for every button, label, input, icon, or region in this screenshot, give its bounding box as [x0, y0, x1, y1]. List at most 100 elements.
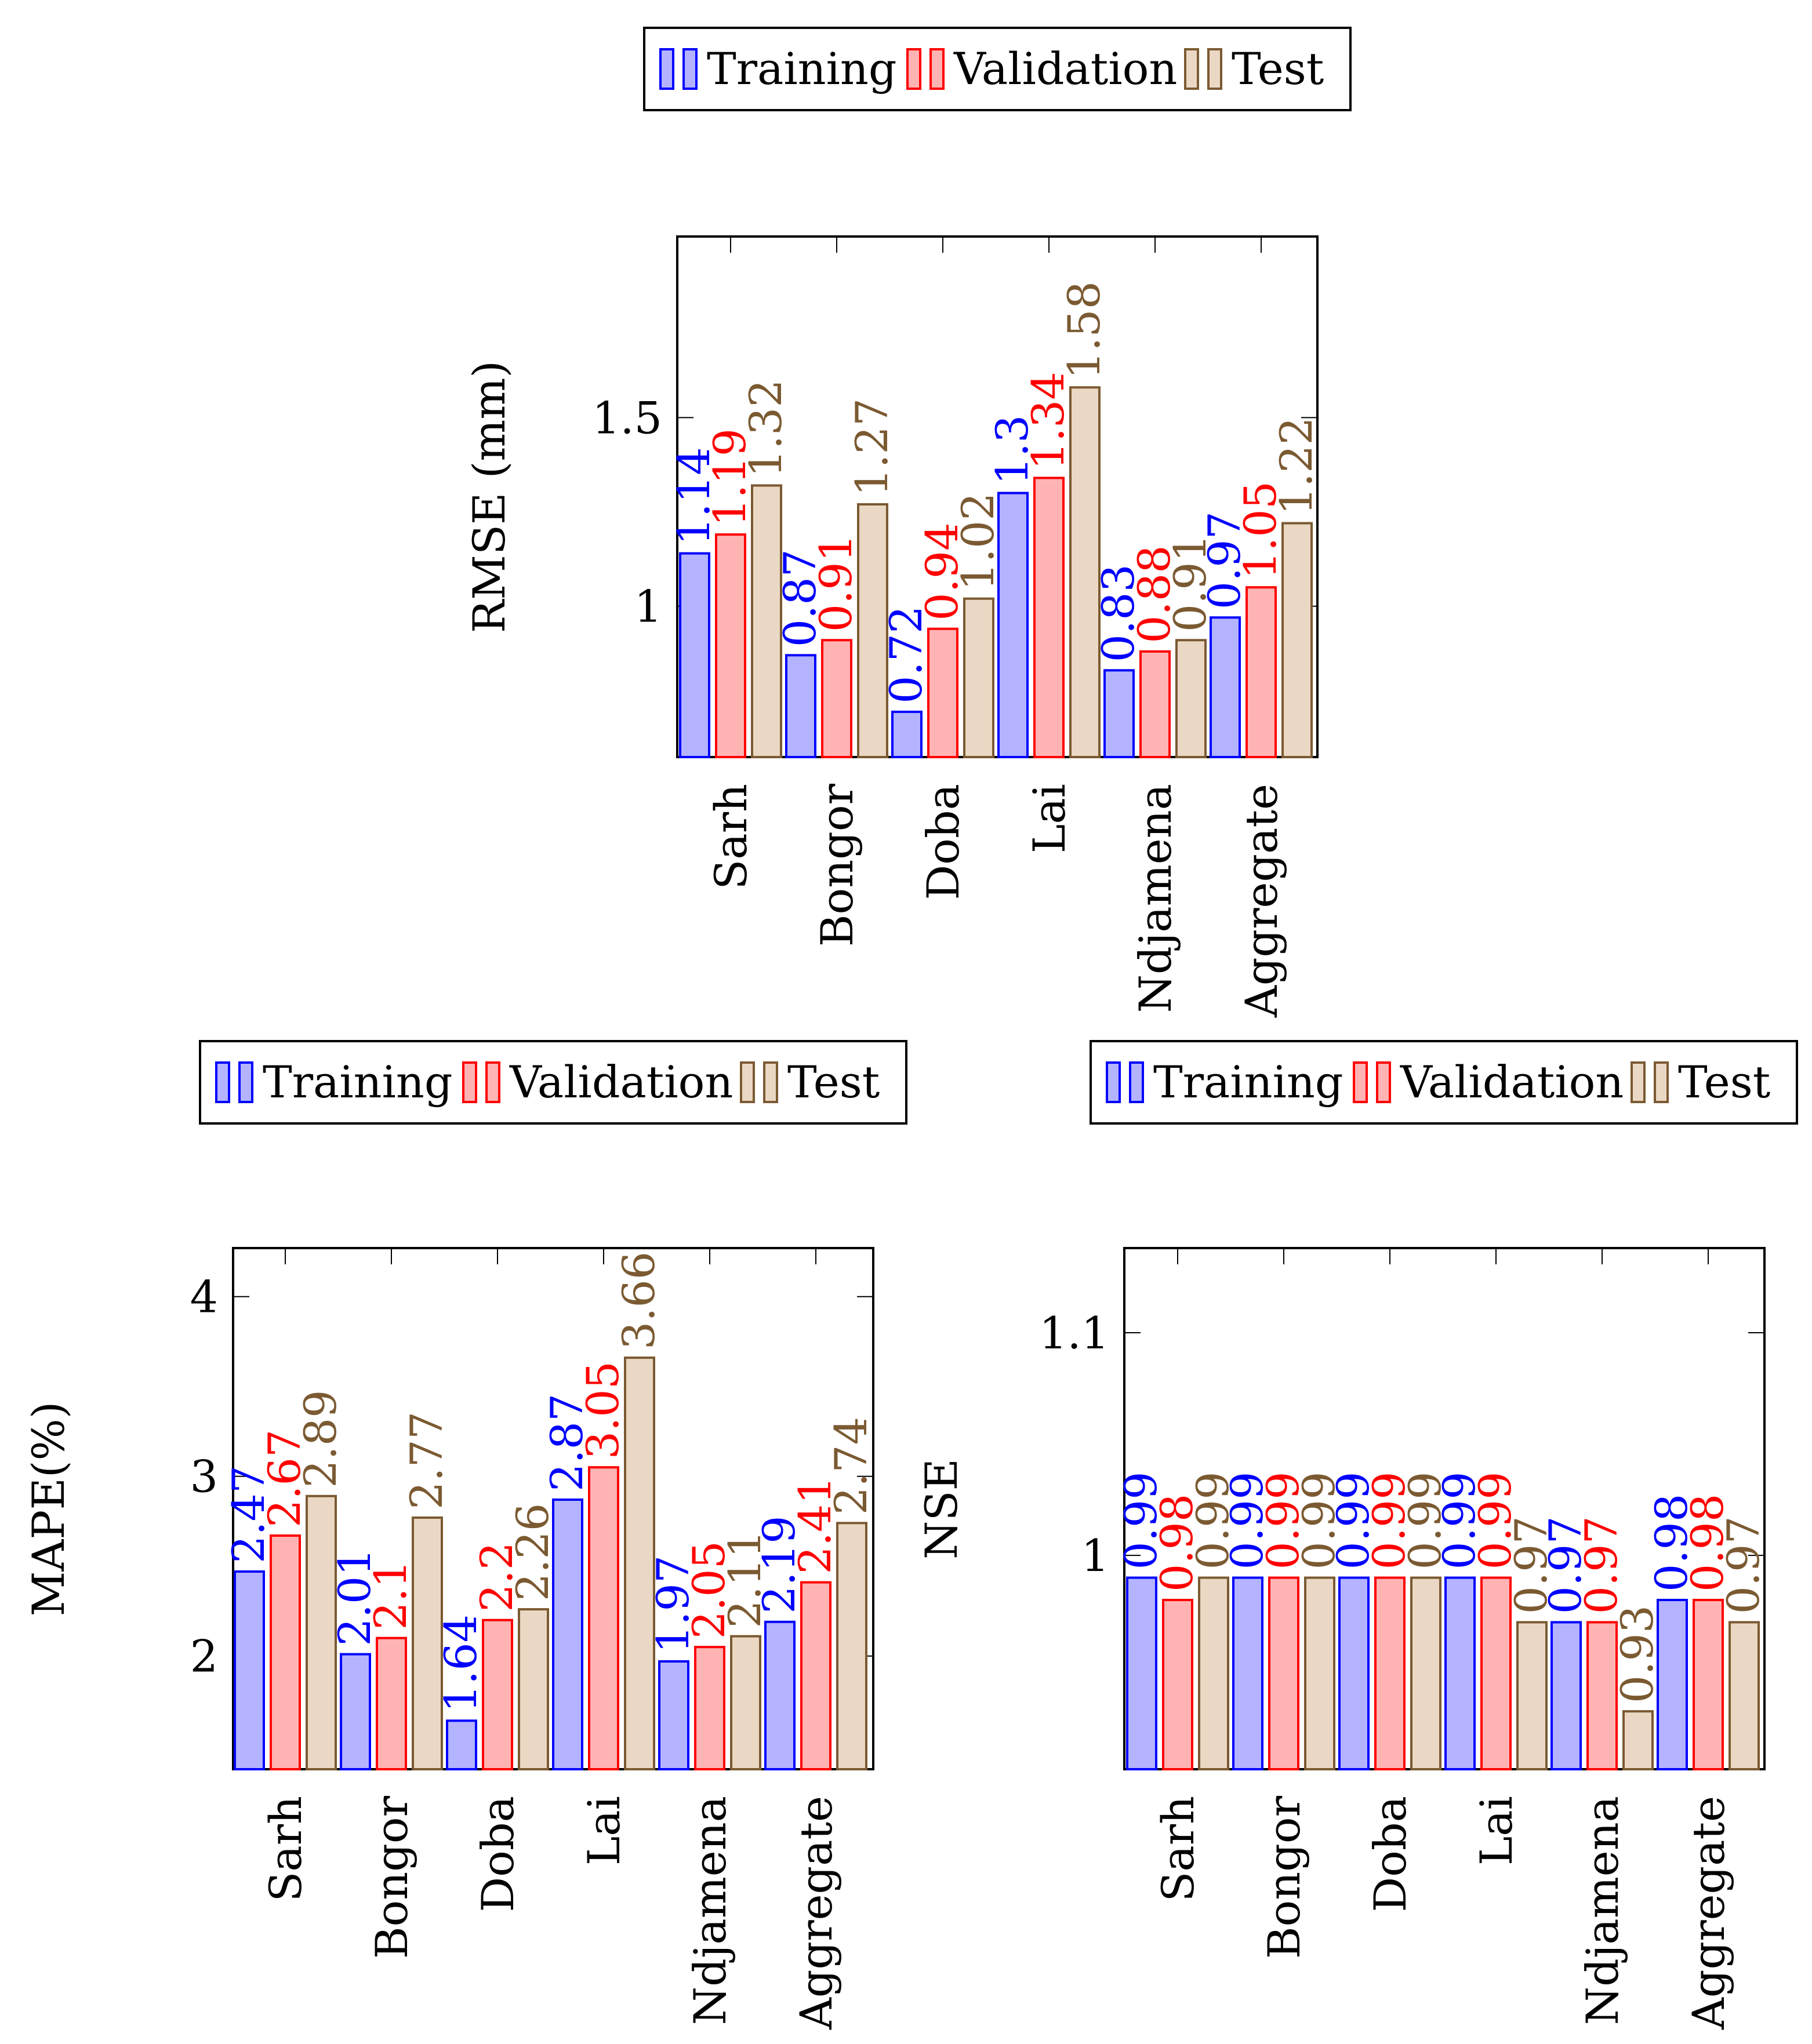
rmse-category-label-lai: Lai	[1023, 784, 1075, 853]
rmse-ytick-label-1: 1.5	[592, 392, 662, 443]
mape-ytick-label-0: 2	[190, 1631, 218, 1682]
mape-bar-training-lai	[552, 1499, 583, 1770]
nse-data-label-test-lai: 0.97	[1505, 1516, 1557, 1614]
nse-legend-swatch-test-icon-2	[1654, 1061, 1669, 1103]
mape-bar-test-sarh	[306, 1494, 337, 1771]
rmse-bar-validation-aggregate	[1245, 586, 1277, 758]
mape-data-label-training-doba: 1.64	[435, 1614, 486, 1712]
rmse-legend-label-validation: Validation	[953, 43, 1177, 94]
rmse-bar-test-sarh	[751, 484, 782, 758]
mape-data-label-test-doba: 2.26	[507, 1503, 558, 1601]
mape-legend-swatch-validation-icon-2	[485, 1061, 500, 1103]
rmse-data-label-training-aggregate: 0.97	[1199, 511, 1250, 609]
nse-category-label-bongor: Bongor	[1258, 1795, 1310, 1959]
mape-ytick-label-1: 3	[190, 1451, 218, 1503]
nse-data-label-test-sarh: 0.99	[1187, 1471, 1239, 1569]
mape-legend-swatch-validation-icon	[462, 1061, 477, 1103]
mape-category-label-sarh: Sarh	[260, 1796, 311, 1902]
nse-ytick-label-0: 1	[1081, 1530, 1109, 1581]
nse-legend: Training Validation Test	[1090, 1040, 1798, 1125]
nse-data-label-training-lai: 0.99	[1433, 1471, 1485, 1569]
rmse-legend: Training Validation Test	[643, 27, 1352, 111]
mape-legend-item-validation: Validation	[462, 1056, 733, 1108]
nse-bar-test-ndjamena	[1622, 1710, 1654, 1770]
nse-bar-validation-ndjamena	[1586, 1621, 1618, 1770]
mape-legend-swatch-test-icon-2	[763, 1061, 778, 1103]
mape-data-label-test-sarh: 2.89	[295, 1390, 346, 1488]
mape-bar-test-lai	[624, 1356, 655, 1771]
nse-legend-item-training: Training	[1106, 1056, 1343, 1108]
rmse-data-label-test-aggregate: 1.22	[1270, 417, 1322, 515]
rmse-bar-validation-ndjamena	[1139, 650, 1171, 759]
mape-legend-item-test: Test	[740, 1056, 880, 1108]
nse-bar-training-doba	[1338, 1576, 1370, 1771]
rmse-data-label-validation-sarh: 1.19	[704, 428, 756, 526]
nse-legend-item-validation: Validation	[1353, 1056, 1624, 1108]
rmse-data-label-validation-ndjamena: 0.88	[1128, 545, 1180, 643]
mape-bar-test-doba	[518, 1608, 549, 1771]
mape-bar-training-doba	[446, 1719, 477, 1771]
nse-bar-validation-doba	[1374, 1576, 1406, 1771]
mape-bar-validation-lai	[588, 1466, 619, 1770]
nse-bar-training-bongor	[1232, 1576, 1263, 1771]
nse-data-label-test-aggregate: 0.97	[1717, 1516, 1769, 1614]
nse-legend-label-validation: Validation	[1400, 1056, 1624, 1108]
nse-bar-test-bongor	[1304, 1576, 1335, 1771]
rmse-ytick-label-0: 1	[634, 581, 662, 632]
rmse-y-axis-label: RMSE (mm)	[463, 361, 515, 633]
mape-bar-validation-sarh	[270, 1534, 301, 1770]
mape-data-label-validation-lai: 3.05	[577, 1361, 629, 1459]
rmse-bar-test-doba	[963, 597, 994, 759]
mape-data-label-training-sarh: 2.47	[223, 1465, 274, 1563]
mape-bar-validation-aggregate	[800, 1581, 831, 1771]
nse-legend-swatch-training-icon	[1106, 1061, 1121, 1103]
rmse-category-label-sarh: Sarh	[705, 784, 757, 890]
mape-bar-validation-bongor	[376, 1636, 407, 1770]
mape-legend: Training Validation Test	[199, 1040, 907, 1125]
mape-data-label-test-aggregate: 2.74	[825, 1417, 877, 1515]
nse-category-label-doba: Doba	[1364, 1796, 1416, 1912]
nse-bar-validation-lai	[1480, 1576, 1512, 1771]
mape-bar-training-aggregate	[764, 1620, 796, 1771]
mape-category-label-doba: Doba	[472, 1796, 524, 1912]
mape-bar-test-aggregate	[836, 1522, 867, 1771]
mape-category-label-lai: Lai	[578, 1796, 630, 1865]
mape-legend-swatch-training-icon	[215, 1061, 230, 1103]
rmse-legend-swatch-validation-icon-2	[929, 48, 945, 90]
rmse-data-label-test-bongor: 1.27	[846, 398, 898, 496]
rmse-data-label-validation-aggregate: 1.05	[1234, 481, 1286, 579]
nse-bar-training-lai	[1444, 1576, 1476, 1771]
rmse-chart: Training Validation Test 1 1.5 RMSE (mm) Sarh 1…	[463, 27, 1352, 1018]
rmse-legend-frame	[643, 27, 1352, 111]
rmse-data-label-training-bongor: 0.87	[774, 549, 826, 647]
rmse-bar-training-lai	[997, 492, 1029, 758]
nse-legend-swatch-training-icon-2	[1129, 1061, 1144, 1103]
rmse-category-label-aggregate: Aggregate	[1236, 784, 1287, 1018]
mape-data-label-validation-doba: 2.2	[471, 1542, 522, 1612]
nse-legend-label-training: Training	[1153, 1056, 1343, 1108]
rmse-legend-label-test: Test	[1232, 43, 1324, 94]
nse-category-label-ndjamena: Ndjamena	[1577, 1796, 1628, 2025]
nse-legend-frame	[1090, 1040, 1798, 1125]
mape-legend-item-training: Training	[215, 1056, 453, 1108]
mape-legend-label-test: Test	[787, 1056, 880, 1108]
rmse-bar-validation-doba	[927, 627, 958, 759]
rmse-data-label-validation-doba: 0.94	[916, 523, 968, 621]
rmse-category-label-doba: Doba	[917, 784, 969, 900]
rmse-data-label-test-doba: 1.02	[952, 492, 1004, 590]
nse-bar-test-aggregate	[1729, 1621, 1760, 1770]
mape-data-label-test-bongor: 2.77	[401, 1412, 452, 1510]
rmse-legend-item-training: Training	[659, 43, 897, 94]
rmse-bar-training-ndjamena	[1103, 669, 1135, 759]
rmse-category-label-ndjamena: Ndjamena	[1130, 784, 1181, 1013]
mape-bar-training-ndjamena	[658, 1660, 689, 1770]
mape-bar-training-sarh	[234, 1570, 265, 1770]
nse-legend-swatch-validation-icon-2	[1376, 1061, 1391, 1103]
rmse-data-label-training-ndjamena: 0.83	[1092, 564, 1144, 662]
mape-bar-test-bongor	[412, 1516, 443, 1770]
rmse-data-label-test-lai: 1.58	[1058, 281, 1110, 379]
nse-bar-test-sarh	[1198, 1576, 1229, 1771]
nse-legend-item-test: Test	[1631, 1056, 1770, 1108]
nse-bar-validation-bongor	[1268, 1576, 1299, 1771]
